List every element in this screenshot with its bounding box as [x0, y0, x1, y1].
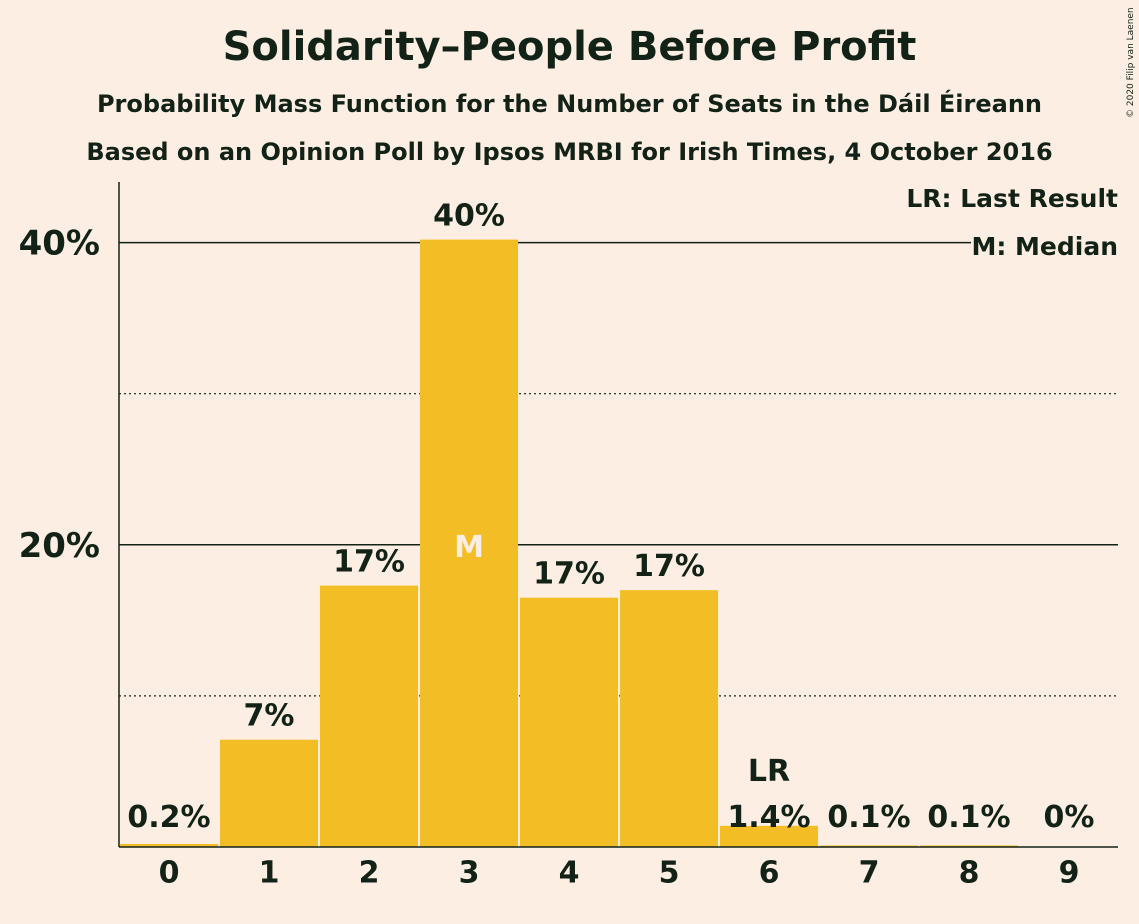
bar [820, 845, 918, 847]
bar-value-label: 7% [244, 699, 295, 734]
x-tick-label: 6 [759, 856, 780, 891]
legend-median: M: Median [971, 232, 1118, 261]
bar [620, 590, 718, 847]
bar-value-label: 1.4% [727, 800, 810, 835]
bar-value-label: 17% [333, 545, 405, 580]
x-tick-label: 0 [159, 856, 180, 891]
bar [920, 845, 1018, 847]
last-result-marker: LR [748, 754, 790, 789]
y-tick-label: 20% [19, 526, 100, 566]
bar-value-label: 0% [1044, 800, 1095, 835]
bar-value-label: 17% [533, 557, 605, 592]
x-tick-label: 3 [459, 856, 480, 891]
bar-value-label: 0.1% [927, 800, 1010, 835]
bar-value-label: 0.1% [827, 800, 910, 835]
bar-value-label: 40% [433, 199, 505, 234]
bar [220, 739, 318, 847]
legend-last-result: LR: Last Result [906, 184, 1118, 213]
x-tick-label: 2 [359, 856, 380, 891]
chart-subtitle: Probability Mass Function for the Number… [96, 90, 1043, 118]
x-tick-label: 7 [859, 856, 880, 891]
bar-value-label: 17% [633, 549, 705, 584]
median-marker: M [454, 530, 484, 565]
x-tick-label: 4 [559, 856, 580, 891]
bar [420, 239, 518, 847]
x-tick-label: 9 [1059, 856, 1080, 891]
x-tick-label: 8 [959, 856, 980, 891]
chart-title: Solidarity–People Before Profit [222, 24, 917, 70]
x-tick-label: 1 [259, 856, 280, 891]
bar [320, 585, 418, 847]
bar [120, 843, 218, 847]
bar [720, 825, 818, 847]
bar [520, 597, 618, 847]
chart-subtitle-source: Based on an Opinion Poll by Ipsos MRBI f… [86, 138, 1053, 166]
x-tick-label: 5 [659, 856, 680, 891]
bar-value-label: 0.2% [127, 800, 210, 835]
y-tick-label: 40% [19, 224, 100, 264]
